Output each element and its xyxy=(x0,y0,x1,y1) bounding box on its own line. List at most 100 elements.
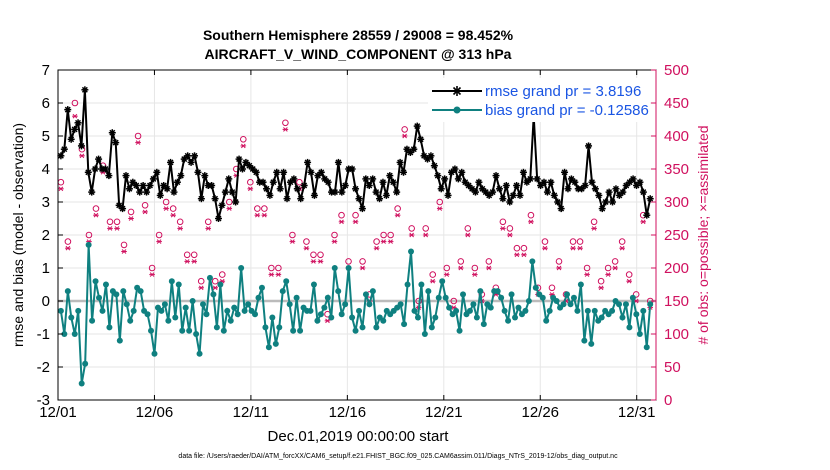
rmse-point xyxy=(646,195,654,203)
obs-possible-point xyxy=(548,284,556,292)
obs-assimilated-point xyxy=(542,245,548,251)
bias-series xyxy=(57,241,654,387)
bias-point xyxy=(92,278,99,285)
rmse-point xyxy=(547,178,555,186)
rmse-point xyxy=(71,125,79,133)
rmse-point xyxy=(454,175,462,183)
obs-assimilated-point xyxy=(352,219,359,225)
y2-tick-label: 50 xyxy=(664,359,681,376)
y-tick-label: 0 xyxy=(42,293,50,310)
bias-point xyxy=(255,294,262,301)
rmse-point xyxy=(238,165,246,173)
rmse-point xyxy=(571,178,579,186)
obs-possible-point xyxy=(422,225,430,232)
obs-assimilated-point xyxy=(303,245,310,251)
obs-assimilated-point xyxy=(240,143,247,149)
x-tick-label: 12/06 xyxy=(136,404,174,421)
rmse-point xyxy=(297,195,305,203)
obs-possible-point xyxy=(464,225,472,232)
obs-possible-point xyxy=(590,218,598,226)
legend-bias-marker xyxy=(453,106,461,114)
rmse-point xyxy=(410,145,418,153)
rmse-point xyxy=(355,195,363,203)
bias-point xyxy=(227,317,234,324)
chart-title-line1: Southern Hemisphere 28559 / 29008 = 98.4… xyxy=(203,27,514,43)
rmse-point xyxy=(293,185,301,193)
rmse-point xyxy=(300,182,308,189)
obs-possible-point xyxy=(303,238,310,245)
obs-possible-point xyxy=(604,264,612,272)
rmse-point xyxy=(441,175,449,183)
bias-point xyxy=(106,324,113,331)
obs-assimilated-point xyxy=(514,252,520,258)
bias-point xyxy=(200,301,207,308)
bias-point xyxy=(619,314,626,321)
bias-point xyxy=(480,321,487,328)
rmse-point xyxy=(259,178,267,186)
rmse-point xyxy=(184,152,192,160)
bias-point xyxy=(636,331,643,337)
rmse-point xyxy=(167,158,175,166)
obs-assimilated-point xyxy=(612,265,618,271)
bias-point xyxy=(321,304,328,311)
bias-point xyxy=(588,340,595,347)
obs-assimilated-point xyxy=(268,272,275,277)
rmse-point xyxy=(143,188,151,196)
bias-point xyxy=(643,344,650,351)
bias-point xyxy=(130,307,137,314)
rmse-point xyxy=(358,205,366,213)
y2-tick-label: 350 xyxy=(664,161,689,178)
rmse-point xyxy=(639,188,647,196)
obs-assimilated-point xyxy=(443,272,450,277)
rmse-point xyxy=(95,155,103,163)
obs-possible-point xyxy=(148,264,156,272)
obs-assimilated-point xyxy=(324,318,331,324)
bias-point xyxy=(269,314,276,321)
bias-point xyxy=(324,294,331,301)
y-axis-ticks: 7 6 5 4 3 2 1 0 -1 -2 -3 xyxy=(37,62,63,409)
bias-point xyxy=(609,307,616,314)
bias-point xyxy=(439,278,446,285)
rmse-point xyxy=(588,178,596,186)
obs-possible-point xyxy=(134,132,142,140)
obs-possible-point xyxy=(162,198,170,206)
rmse-point xyxy=(163,185,171,193)
rmse-point xyxy=(283,195,291,203)
bias-point xyxy=(272,340,279,347)
bias-point xyxy=(501,307,508,314)
rmse-point xyxy=(543,188,551,196)
obs-assimilated-point xyxy=(640,219,646,225)
bias-point xyxy=(647,301,654,308)
bias-point xyxy=(102,281,109,288)
rmse-point xyxy=(458,168,466,176)
obs-possible-point xyxy=(583,264,591,272)
obs-assimilated-point xyxy=(275,272,282,277)
obs-possible-point xyxy=(569,238,577,245)
obs-possible-point xyxy=(85,231,93,239)
rmse-point xyxy=(119,205,127,213)
obs-possible-point xyxy=(352,211,359,219)
rmse-point xyxy=(84,168,92,176)
bias-point xyxy=(276,324,283,331)
obs-possible-point xyxy=(338,211,345,219)
bias-point xyxy=(186,327,193,334)
obs-assimilated-point xyxy=(584,272,590,277)
obs-assimilated-point xyxy=(465,232,471,238)
bias-point xyxy=(498,294,505,301)
y2-tick-label: 100 xyxy=(664,326,689,343)
x-tick-label: 12/01 xyxy=(39,404,77,421)
bias-point xyxy=(279,288,286,295)
obs-assimilated-point xyxy=(58,186,64,192)
bias-point xyxy=(335,288,342,295)
obs-assimilated-point xyxy=(254,212,261,218)
bias-point xyxy=(349,314,356,321)
obs-possible-point xyxy=(225,198,233,206)
rmse-point xyxy=(122,172,130,180)
bias-point xyxy=(553,298,560,304)
bias-point xyxy=(525,298,532,304)
obs-possible-point xyxy=(254,205,261,212)
x-tick-label: 12/16 xyxy=(329,404,367,421)
obs-assimilated-point xyxy=(486,265,492,271)
x-tick-label: 12/11 xyxy=(233,404,269,421)
bias-point xyxy=(487,304,494,311)
